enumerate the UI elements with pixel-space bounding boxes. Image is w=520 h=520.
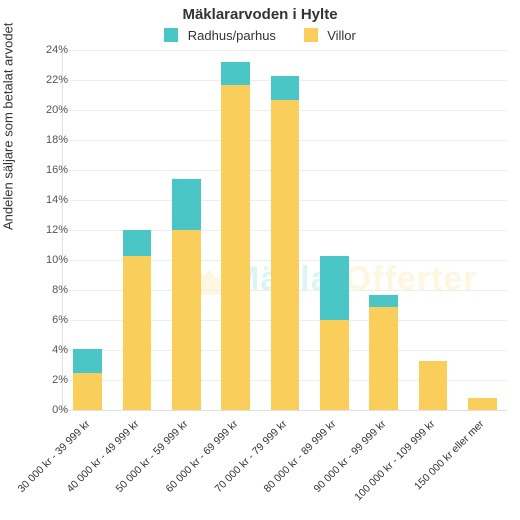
bar-segment-villor bbox=[419, 361, 448, 411]
bar-segment-villor bbox=[468, 398, 497, 410]
legend-item-villor: Villor bbox=[304, 28, 356, 43]
y-tick-label: 20% bbox=[28, 104, 68, 116]
bar-segment-villor bbox=[369, 307, 398, 411]
legend-label-radhus: Radhus/parhus bbox=[188, 28, 276, 43]
bar-segment-radhus/parhus bbox=[221, 62, 250, 85]
y-tick-label: 22% bbox=[28, 74, 68, 86]
bar-segment-villor bbox=[172, 230, 201, 410]
y-tick-label: 4% bbox=[28, 344, 68, 356]
legend-item-radhus: Radhus/parhus bbox=[164, 28, 276, 43]
y-tick-label: 16% bbox=[28, 164, 68, 176]
bar-segment-villor bbox=[123, 256, 152, 411]
gridline bbox=[63, 50, 507, 51]
bar-segment-radhus/parhus bbox=[172, 179, 201, 230]
bar-segment-villor bbox=[73, 373, 102, 411]
bar-segment-radhus/parhus bbox=[123, 230, 152, 256]
legend-swatch-villor bbox=[304, 28, 318, 42]
legend-swatch-radhus bbox=[164, 28, 178, 42]
y-axis-label: Andelen säljare som betalat arvodet bbox=[1, 23, 16, 230]
y-tick-label: 0% bbox=[28, 404, 68, 416]
bar-segment-radhus/parhus bbox=[73, 349, 102, 373]
plot-area: MäklarOfferter bbox=[62, 50, 507, 411]
bar-segment-radhus/parhus bbox=[320, 256, 349, 321]
y-tick-label: 14% bbox=[28, 194, 68, 206]
bar-segment-radhus/parhus bbox=[369, 295, 398, 307]
bar-segment-radhus/parhus bbox=[271, 76, 300, 100]
y-tick-label: 8% bbox=[28, 284, 68, 296]
watermark-text-2: Offerter bbox=[345, 260, 478, 299]
chart-container: Mäklararvoden i Hylte Radhus/parhus Vill… bbox=[0, 0, 520, 520]
bar-segment-villor bbox=[221, 85, 250, 411]
y-tick-label: 6% bbox=[28, 314, 68, 326]
y-tick-label: 10% bbox=[28, 254, 68, 266]
y-tick-label: 24% bbox=[28, 44, 68, 56]
bar-segment-villor bbox=[320, 320, 349, 410]
y-tick-label: 2% bbox=[28, 374, 68, 386]
y-tick-label: 18% bbox=[28, 134, 68, 146]
bar-segment-villor bbox=[271, 100, 300, 411]
chart-title: Mäklararvoden i Hylte bbox=[0, 6, 520, 23]
legend: Radhus/parhus Villor bbox=[0, 28, 520, 43]
y-tick-label: 12% bbox=[28, 224, 68, 236]
legend-label-villor: Villor bbox=[327, 28, 356, 43]
